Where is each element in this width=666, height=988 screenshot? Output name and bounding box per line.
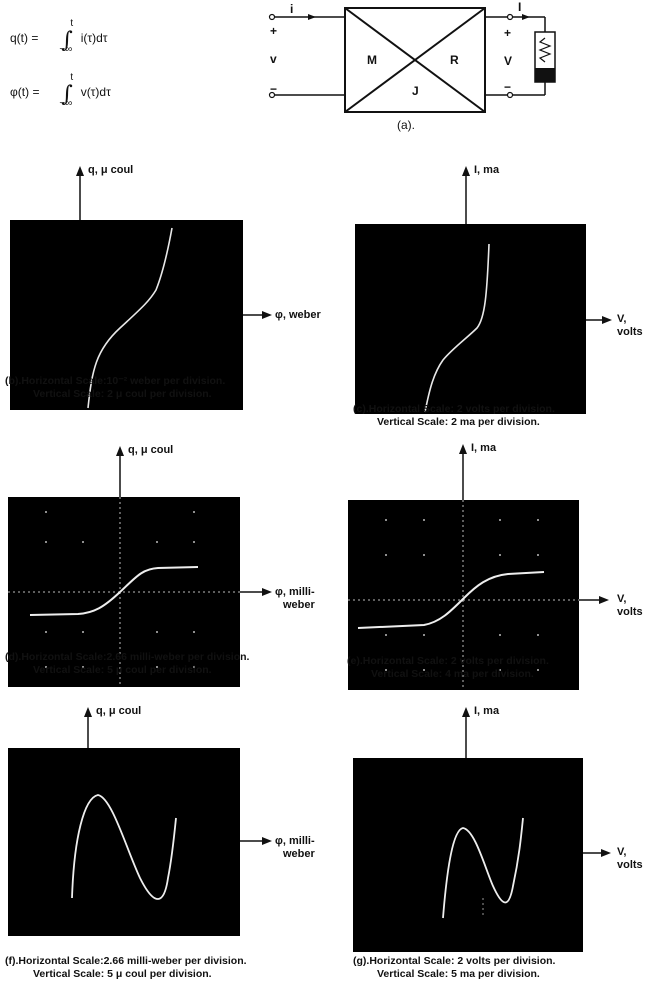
caption-c-line2: Vertical Scale: 2 ma per division. — [377, 416, 540, 428]
x-axis-label-d-2: weber — [283, 599, 315, 611]
caption-f-line2: Vertical Scale: 5 μ coul per division. — [33, 968, 212, 980]
box-bottom-label: J — [412, 84, 419, 98]
caption-g: (g).Horizontal Scale: 2 volts per divisi… — [353, 955, 555, 981]
input-current-label: i — [290, 2, 294, 16]
panel-e: I, ma V, volts (e).Horizontal Scale: 2 v… — [333, 440, 666, 695]
caption-g-line2: Vertical Scale: 5 ma per division. — [377, 968, 540, 980]
x-axis-label-c-2: volts — [617, 326, 643, 338]
integral-lower-limit: −∞ — [59, 98, 73, 109]
oscilloscope-screen-c — [355, 224, 586, 414]
box-right-label: R — [450, 53, 459, 67]
caption-b-line1: (b).Horizontal Scale:10⁻² weber per divi… — [5, 375, 226, 387]
equation-q: q(t) = ∫ t −∞ i(τ)dτ — [10, 18, 108, 55]
integral-lower-limit: −∞ — [59, 44, 73, 55]
equation-phi-lhs: φ(t) = — [10, 85, 40, 99]
y-axis-label-e: I, ma — [471, 442, 497, 454]
trace-b — [87, 227, 173, 409]
caption-d-line2: Vertical Scale: 5 μ coul per division. — [33, 664, 212, 676]
oscilloscope-screen-g — [353, 758, 583, 952]
x-axis-label-f: φ, milli- — [275, 835, 315, 847]
input-voltage-label: v — [270, 52, 277, 66]
equation-q-integrand: i(τ)dτ — [80, 31, 108, 45]
graticule-dots-e — [385, 519, 539, 671]
panel-g: I, ma V, volts (g).Horizontal Scale: 2 v… — [333, 705, 666, 988]
y-axis-label-g: I, ma — [474, 705, 500, 717]
panel-d: q, μ coul φ, milli- weber (d).Horizontal… — [0, 440, 333, 695]
input-minus-label: − — [270, 82, 278, 96]
caption-d-line1: (d).Horizontal Scale:2.66 milli-weber pe… — [5, 651, 250, 663]
y-axis-label-d: q, μ coul — [128, 444, 174, 456]
x-axis-label-g: V, — [617, 846, 627, 858]
x-axis-label-f-2: weber — [283, 848, 315, 860]
caption-c: (c).Horizontal Scale: 2 volts per divisi… — [353, 403, 555, 429]
trace-f — [71, 794, 177, 900]
caption-c-line1: (c).Horizontal Scale: 2 volts per divisi… — [353, 403, 555, 415]
trace-d — [8, 497, 240, 687]
panel-f-axes — [84, 707, 272, 845]
caption-d: (d).Horizontal Scale:2.66 milli-weber pe… — [5, 651, 249, 677]
oscilloscope-screen-d — [8, 497, 240, 687]
trace-e — [348, 500, 579, 690]
oscilloscope-screen-b — [10, 220, 243, 410]
panel-f: q, μ coul φ, milli- weber (f).Horizontal… — [0, 705, 333, 988]
panel-c: I, ma V, volts (c).Horizontal Scale: 2 v… — [333, 150, 666, 440]
x-axis-label-g-2: volts — [617, 859, 643, 871]
x-axis-label-b: φ, weber — [275, 309, 321, 321]
panel-d-axes — [116, 446, 272, 596]
integral-upper-limit: t — [70, 72, 74, 83]
panel-c-axes — [462, 166, 612, 324]
caption-b-line2: Vertical Scale: 2 μ coul per division. — [33, 388, 212, 400]
caption-b: (b).Horizontal Scale:10⁻² weber per divi… — [5, 375, 225, 401]
y-axis-label-f: q, μ coul — [96, 705, 142, 717]
integral-sign: ∫ — [61, 82, 73, 107]
panel-b-axes — [76, 166, 272, 319]
trace-g — [442, 817, 524, 919]
x-axis-label-c: V, — [617, 313, 627, 325]
circuit-diagram: i + v − M R J I + V − (a). — [260, 0, 580, 150]
integral-upper-limit: t — [70, 18, 74, 29]
caption-f-line1: (f).Horizontal Scale:2.66 milli-weber pe… — [5, 955, 247, 967]
y-axis-label-c: I, ma — [474, 164, 500, 176]
equation-phi-integrand: v(τ)dτ — [80, 85, 111, 99]
input-plus-label: + — [270, 24, 278, 38]
panel-g-axes — [462, 707, 611, 857]
graticule-dots-d — [45, 511, 195, 668]
output-voltage-label: V — [504, 54, 513, 68]
box-left-label: M — [367, 53, 377, 67]
caption-f: (f).Horizontal Scale:2.66 milli-weber pe… — [5, 955, 247, 981]
oscilloscope-screen-f — [8, 748, 240, 936]
caption-g-line1: (g).Horizontal Scale: 2 volts per divisi… — [353, 955, 556, 967]
equation-q-lhs: q(t) = — [10, 31, 39, 45]
caption-e-line2: Vertical Scale: 4 ma per division. — [371, 668, 534, 680]
caption-e-line1: (e).Horizontal Scale: 2 volts per divisi… — [347, 655, 549, 667]
caption-e: (e).Horizontal Scale: 2 volts per divisi… — [347, 655, 549, 681]
integral-sign: ∫ — [61, 28, 73, 53]
output-current-label: I — [518, 0, 522, 14]
trace-c — [424, 243, 490, 413]
panel-b: q, μ coul φ, weber (b).Horizontal Scale:… — [0, 150, 333, 440]
output-plus-label: + — [504, 26, 512, 40]
panel-e-axes — [459, 444, 609, 604]
oscilloscope-screen-e — [348, 500, 579, 690]
y-axis-label-b: q, μ coul — [88, 164, 134, 176]
output-minus-label: − — [504, 80, 512, 94]
circuit-caption: (a). — [397, 118, 415, 132]
x-axis-label-e-2: volts — [617, 606, 643, 618]
equation-phi: φ(t) = ∫ t −∞ v(τ)dτ — [10, 72, 111, 109]
x-axis-label-e: V, — [617, 593, 627, 605]
x-axis-label-d: φ, milli- — [275, 586, 315, 598]
circuit-svg — [268, 7, 556, 113]
